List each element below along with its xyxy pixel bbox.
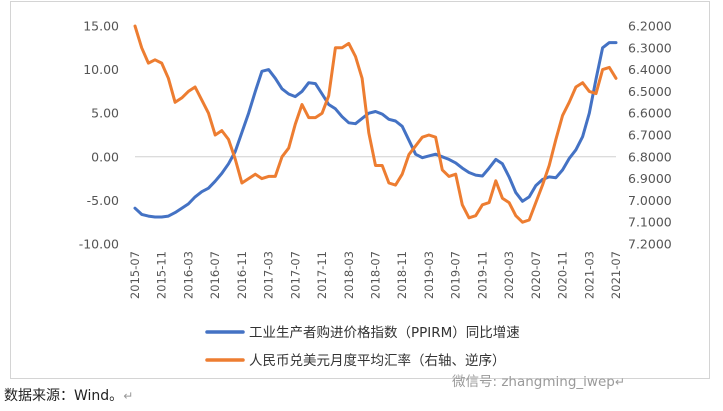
source-note: 数据来源：Wind。↵ [4, 385, 133, 405]
x-tick-label: 2016-07 [208, 251, 222, 299]
return-mark: ↵ [123, 389, 134, 403]
right-tick-label: 6.3000 [628, 40, 672, 55]
left-tick-label: 15.00 [83, 19, 119, 34]
x-tick-label: 2017-03 [262, 251, 276, 299]
x-tick-label: 2016-11 [235, 251, 249, 299]
right-axis-ticks: 6.2000 6.3000 6.4000 6.5000 6.6000 6.7000 6.80… [628, 19, 672, 252]
x-tick-label: 2018-11 [395, 251, 409, 299]
chart-frame: 15.00 10.00 5.00 0.00 -5.00 -10.00 6.2000 6.30… [10, 1, 710, 379]
right-tick-label: 6.4000 [628, 62, 672, 77]
left-tick-label: 0.00 [91, 149, 119, 164]
chart: 15.00 10.00 5.00 0.00 -5.00 -10.00 6.2000 6.30… [79, 19, 672, 370]
right-tick-label: 7.0000 [628, 193, 672, 208]
fx-rate-series-line [133, 24, 618, 224]
right-tick-label: 6.7000 [628, 128, 672, 143]
x-tick-label: 2017-07 [288, 251, 302, 299]
right-tick-label: 6.9000 [628, 171, 672, 186]
x-tick-label: 2020-07 [529, 251, 543, 299]
x-tick-label: 2021-03 [582, 251, 596, 299]
left-axis-ticks: 15.00 10.00 5.00 0.00 -5.00 -10.00 [79, 19, 119, 252]
legend-label-fx-rate: 人民币兑美元月度平均汇率（右轴、逆序） [249, 352, 506, 369]
x-tick-label: 2019-11 [475, 251, 489, 299]
x-axis-ticks: 2015-07 2015-11 2016-03 2016-07 2016-11 2017-… [128, 251, 623, 299]
x-tick-label: 2020-11 [556, 251, 570, 299]
legend: 工业生产者购进价格指数（PPIRM）同比增速人民币兑美元月度平均汇率（右轴、逆序… [205, 325, 520, 369]
series-layer [133, 24, 618, 224]
x-tick-label: 2018-07 [369, 251, 383, 299]
left-tick-label: -5.00 [87, 193, 119, 208]
left-tick-label: 5.00 [91, 106, 119, 121]
x-tick-label: 2020-03 [502, 251, 516, 299]
right-tick-label: 7.2000 [628, 237, 672, 252]
x-tick-label: 2016-03 [181, 251, 195, 299]
watermark: 微信号: zhangming_iwep↵ [452, 370, 625, 390]
right-tick-label: 6.2000 [628, 19, 672, 34]
left-tick-label: 10.00 [83, 62, 119, 77]
right-tick-label: 6.6000 [628, 106, 672, 121]
x-tick-label: 2015-07 [128, 251, 142, 299]
x-tick-label: 2017-11 [315, 251, 329, 299]
right-tick-label: 6.8000 [628, 149, 672, 164]
watermark-return-mark: ↵ [614, 375, 625, 389]
x-tick-label: 2021-07 [609, 251, 623, 299]
right-tick-label: 6.5000 [628, 84, 672, 99]
source-note-text: 数据来源：Wind。 [4, 388, 124, 404]
legend-label-ppirm: 工业生产者购进价格指数（PPIRM）同比增速 [249, 325, 520, 341]
watermark-text: 微信号: zhangming_iwep [452, 374, 615, 390]
x-tick-label: 2018-03 [342, 251, 356, 299]
x-tick-label: 2019-03 [422, 251, 436, 299]
ppirm-series-line [133, 41, 618, 219]
x-tick-label: 2019-07 [449, 251, 463, 299]
left-tick-label: -10.00 [79, 237, 119, 252]
x-tick-label: 2015-11 [155, 251, 169, 299]
right-tick-label: 7.1000 [628, 215, 672, 230]
